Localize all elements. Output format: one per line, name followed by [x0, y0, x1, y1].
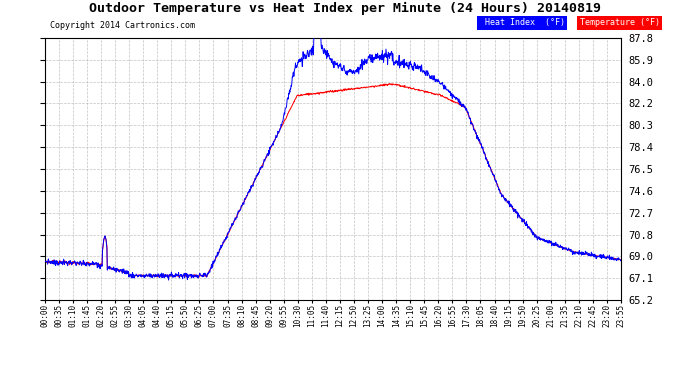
- Text: Heat Index  (°F): Heat Index (°F): [480, 18, 564, 27]
- Text: Copyright 2014 Cartronics.com: Copyright 2014 Cartronics.com: [50, 21, 195, 30]
- Text: Outdoor Temperature vs Heat Index per Minute (24 Hours) 20140819: Outdoor Temperature vs Heat Index per Mi…: [89, 2, 601, 15]
- Text: Temperature (°F): Temperature (°F): [580, 18, 660, 27]
